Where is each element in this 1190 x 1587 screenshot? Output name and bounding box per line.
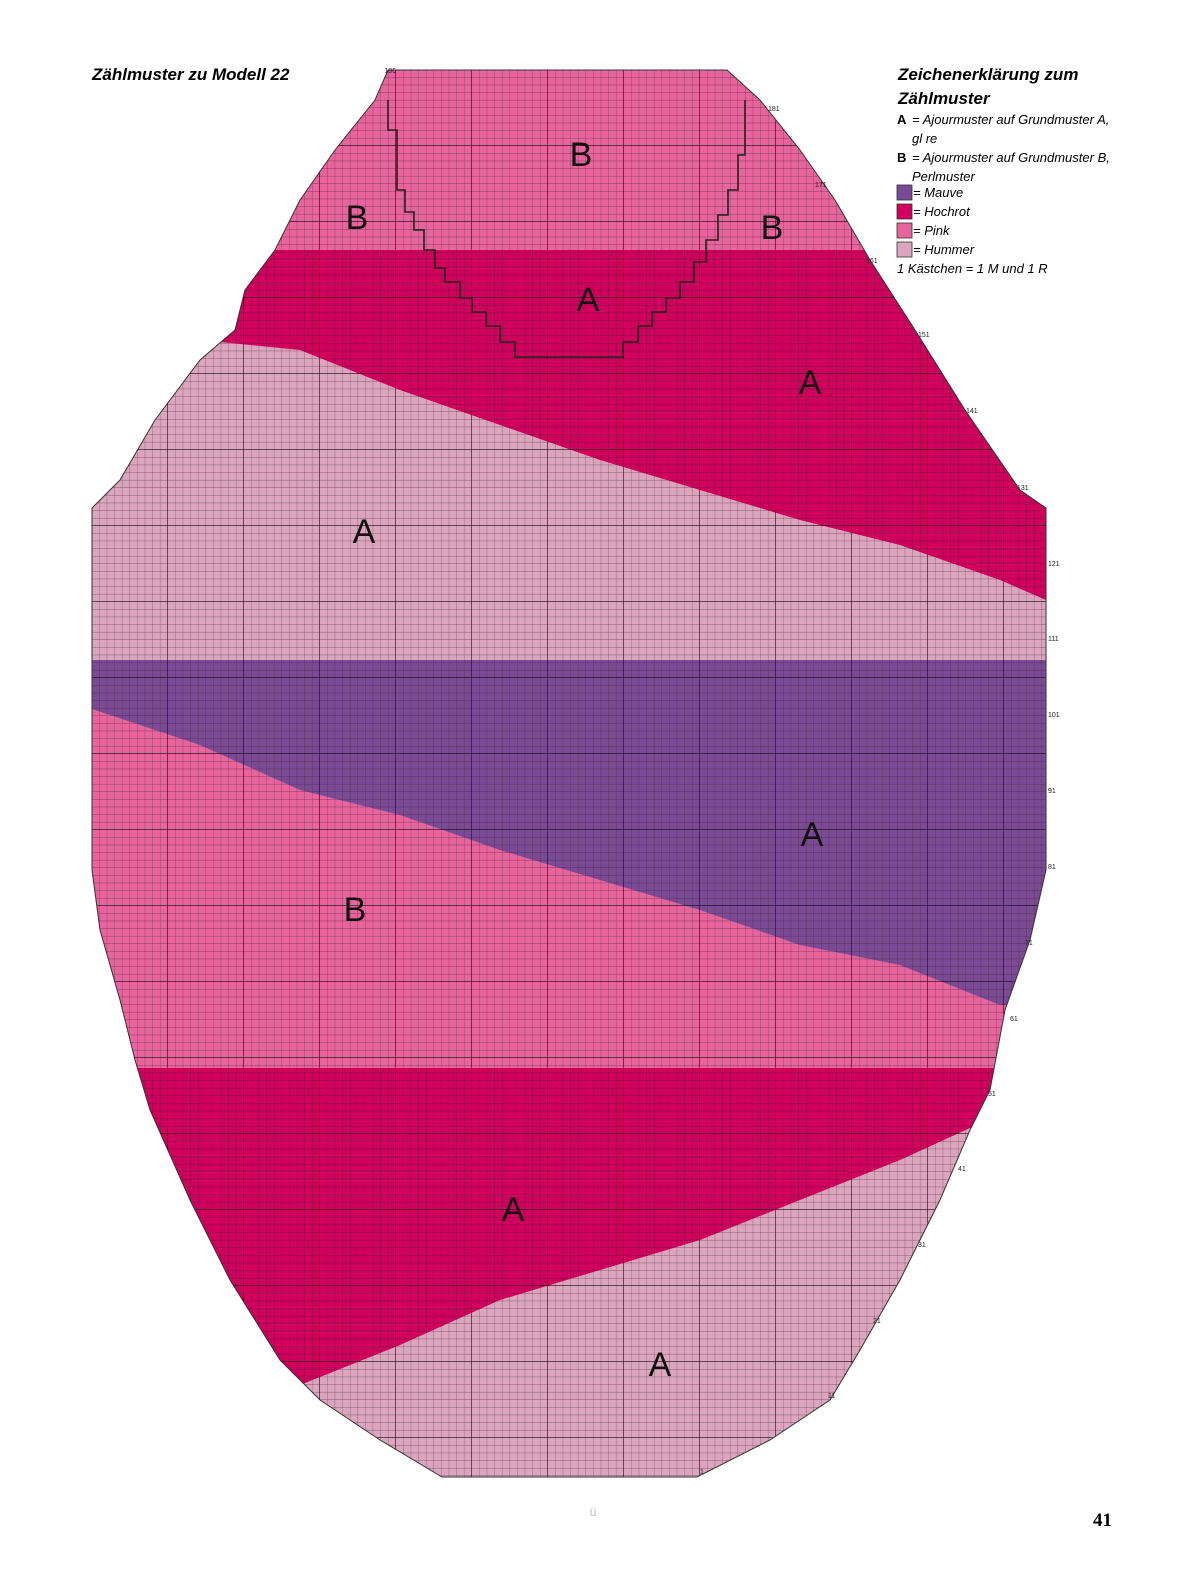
row-number: 61 <box>1010 1016 1018 1023</box>
region-label: A <box>577 281 600 319</box>
row-number: 161 <box>866 258 878 265</box>
row-number: 181 <box>768 106 780 113</box>
region-label: A <box>649 1346 672 1384</box>
row-number: 111 <box>1048 636 1059 643</box>
row-number: 101 <box>1048 712 1060 719</box>
row-number: 81 <box>1048 864 1056 871</box>
page-title: Zählmuster zu Modell 22 <box>91 65 290 84</box>
legend-text: = Ajourmuster auf Grundmuster B, <box>912 150 1110 165</box>
row-number: 11 <box>828 1393 835 1400</box>
row-number: 31 <box>918 1242 926 1249</box>
row-number: 51 <box>988 1091 996 1098</box>
row-number: 151 <box>918 332 930 339</box>
legend-text: = Pink <box>913 223 951 238</box>
legend-text: Perlmuster <box>912 169 976 184</box>
legend-key: B <box>897 150 906 165</box>
legend-note: 1 Kästchen = 1 M und 1 R <box>897 261 1048 276</box>
region-label: A <box>353 513 376 551</box>
row-number: 1 <box>700 1469 704 1476</box>
legend-text: = Hochrot <box>913 204 971 219</box>
legend-text: = Hummer <box>913 242 975 257</box>
region-label: B <box>570 136 593 174</box>
region-label: B <box>761 209 784 247</box>
legend-key: A <box>897 112 907 127</box>
legend-title: Zählmuster <box>897 89 991 108</box>
region-label: A <box>502 1191 525 1229</box>
row-number: 186 <box>384 68 396 75</box>
row-number: 141 <box>966 408 978 415</box>
legend-title: Zeichenerklärung zum <box>897 65 1078 84</box>
legend-text: = Ajourmuster auf Grundmuster A, <box>912 112 1109 127</box>
row-number: 21 <box>873 1318 881 1325</box>
row-number: 71 <box>1025 940 1033 947</box>
page-number: 41 <box>1093 1510 1112 1531</box>
legend-swatch <box>896 184 913 201</box>
region-label: A <box>801 816 824 854</box>
chart-outline <box>91 69 1047 1478</box>
pattern-boundary <box>387 100 746 358</box>
row-number: 171 <box>815 182 827 189</box>
row-number: 41 <box>958 1166 966 1173</box>
region-label: B <box>344 891 367 929</box>
footer-mark: ü <box>590 1505 597 1519</box>
row-number: 91 <box>1048 788 1056 795</box>
legend-text: gl re <box>912 131 937 146</box>
grid <box>92 70 1046 1477</box>
legend-swatch <box>896 241 913 258</box>
legend-swatch <box>896 222 913 239</box>
row-number: 121 <box>1048 561 1060 568</box>
legend-text: = Mauve <box>913 185 963 200</box>
legend-swatch <box>896 203 913 220</box>
row-number: 131 <box>1017 485 1029 492</box>
region-label: B <box>346 199 369 237</box>
region-label: A <box>799 364 822 402</box>
